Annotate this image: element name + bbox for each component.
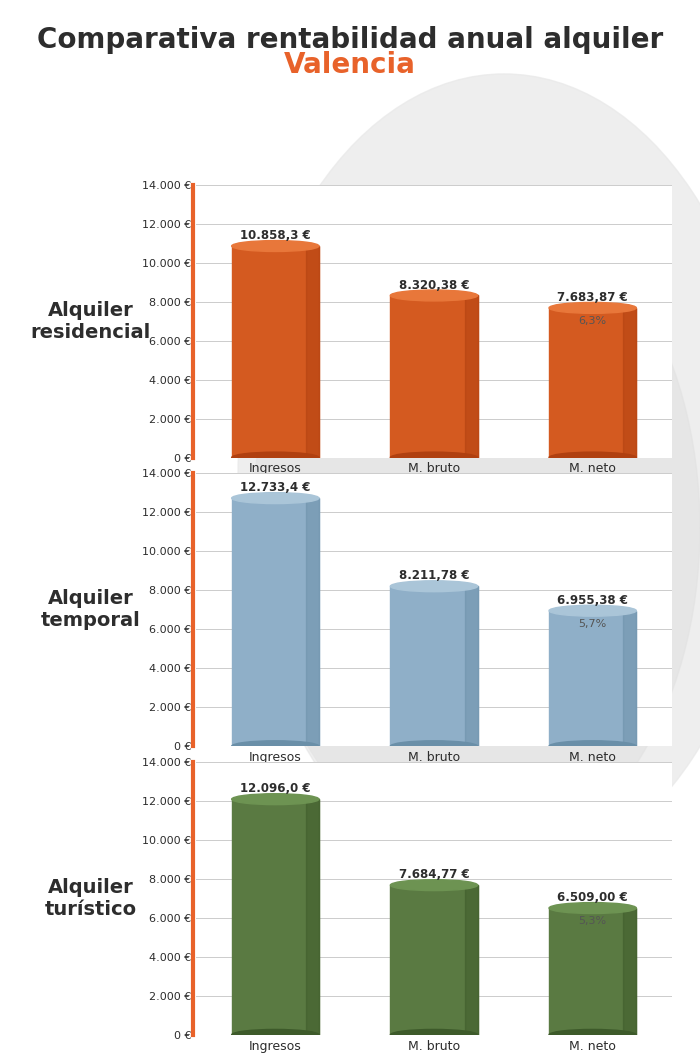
Ellipse shape	[391, 880, 477, 890]
Ellipse shape	[549, 740, 636, 752]
Bar	[391, 586, 477, 747]
Text: 6,3%: 6,3%	[579, 316, 607, 325]
Bar	[623, 610, 636, 747]
Bar	[391, 885, 477, 1035]
Ellipse shape	[232, 493, 319, 504]
Ellipse shape	[549, 302, 636, 314]
Text: 5,3%: 5,3%	[579, 916, 607, 926]
Ellipse shape	[391, 1030, 477, 1040]
Text: Alquiler
temporal: Alquiler temporal	[41, 589, 141, 630]
Text: 7.683,87 €: 7.683,87 €	[557, 291, 628, 304]
Text: 12.733,4 €: 12.733,4 €	[240, 482, 311, 494]
Ellipse shape	[232, 1030, 319, 1040]
Bar	[549, 610, 636, 747]
Ellipse shape	[549, 1030, 636, 1040]
Bar	[465, 586, 477, 747]
Bar	[549, 308, 636, 457]
Bar	[232, 498, 319, 747]
Text: 5,7%: 5,7%	[578, 619, 607, 628]
Bar	[232, 246, 319, 457]
Text: 7.684,77 €: 7.684,77 €	[399, 868, 469, 882]
Text: 8.320,38 €: 8.320,38 €	[399, 279, 469, 291]
Ellipse shape	[549, 452, 636, 463]
Ellipse shape	[549, 605, 636, 616]
Bar	[549, 908, 636, 1035]
Text: 6.509,00 €: 6.509,00 €	[557, 891, 628, 904]
Bar	[306, 799, 319, 1035]
Ellipse shape	[232, 740, 319, 752]
Ellipse shape	[232, 794, 319, 805]
Bar	[623, 908, 636, 1035]
Ellipse shape	[232, 452, 319, 463]
Bar	[306, 246, 319, 457]
Bar	[623, 308, 636, 457]
Text: Alquiler
residencial: Alquiler residencial	[31, 301, 151, 342]
Bar	[391, 296, 477, 457]
Bar	[465, 885, 477, 1035]
Ellipse shape	[391, 290, 477, 301]
Text: Valencia: Valencia	[284, 51, 416, 79]
Ellipse shape	[391, 452, 477, 463]
Text: 8.211,78 €: 8.211,78 €	[399, 569, 469, 582]
Circle shape	[238, 74, 700, 876]
Text: 6.955,38 €: 6.955,38 €	[557, 593, 628, 607]
Text: Comparativa rentabilidad anual alquiler: Comparativa rentabilidad anual alquiler	[37, 26, 663, 55]
Bar	[232, 799, 319, 1035]
Ellipse shape	[232, 241, 319, 251]
Bar	[306, 498, 319, 747]
Bar	[465, 296, 477, 457]
Text: Alquiler
turístico: Alquiler turístico	[45, 878, 137, 919]
Text: 12.096,0 €: 12.096,0 €	[240, 782, 311, 795]
Circle shape	[252, 190, 700, 866]
Ellipse shape	[549, 903, 636, 913]
Text: 10.858,3 €: 10.858,3 €	[240, 229, 311, 242]
Ellipse shape	[391, 740, 477, 752]
Ellipse shape	[391, 581, 477, 591]
